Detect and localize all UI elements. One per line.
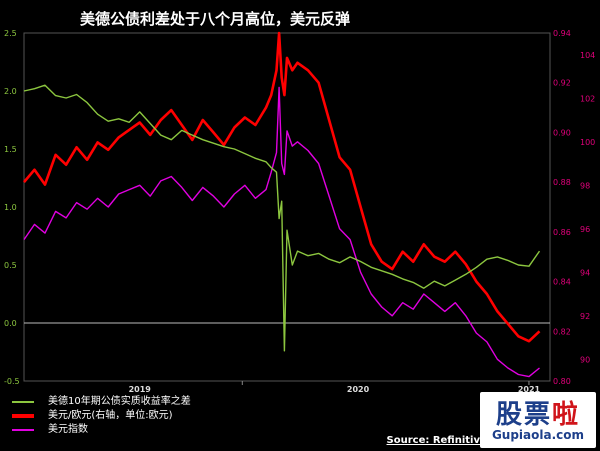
x-axis-ticks: 2019 2020 2021 [129, 385, 541, 394]
chart-title: 美德公债利差处于八个月高位，美元反弹 [79, 10, 350, 28]
right-tick-label-dollar-index: 94 [580, 268, 590, 277]
left-tick-label: 0.5 [4, 261, 17, 270]
right-tick-label-dollar-index: 104 [580, 51, 595, 60]
x-tick-label: 2019 [129, 385, 152, 394]
right-tick-label-dollar-index: 100 [580, 138, 595, 147]
right-tick-label-dollar-index: 96 [580, 225, 590, 234]
right-tick-label-dollar-index: 90 [580, 355, 590, 364]
plot-frame [23, 32, 551, 385]
source-link[interactable]: Source: Refinitiv [386, 435, 480, 446]
legend-label: 美元/欧元(右轴，单位:欧元) [48, 410, 173, 421]
right-tick-label-usd-eur: 0.88 [553, 178, 571, 187]
legend-swatch-green [12, 401, 34, 403]
series-line-usd-eur [23, 31, 541, 343]
right-axis-ticks-usd-eur: 0.94 0.92 0.90 0.88 0.86 0.84 0.82 0.80 [553, 29, 571, 386]
right-tick-label-dollar-index: 102 [580, 94, 595, 103]
right-tick-label-usd-eur: 0.92 [553, 79, 571, 88]
x-tick-label: 2020 [347, 385, 370, 394]
right-tick-label-dollar-index: 92 [580, 312, 590, 321]
series-layer [23, 31, 541, 378]
right-tick-label-usd-eur: 0.94 [553, 29, 571, 38]
left-axis-ticks: 2.5 2.0 1.5 1.0 0.5 0.0 -0.5 [4, 29, 20, 386]
legend-swatch-red [12, 414, 34, 418]
watermark-en: Gupiaola.com [491, 428, 585, 442]
legend-label: 美德10年期公债实质收益率之差 [48, 396, 191, 407]
watermark-cn: 股票啦 [495, 400, 581, 430]
legend-swatch-magenta [12, 429, 34, 431]
right-tick-label-dollar-index: 98 [580, 181, 590, 190]
right-axis-ticks-dollar-index: 104 102 100 98 96 94 92 90 [580, 51, 595, 365]
left-tick-label: 2.5 [4, 29, 17, 38]
left-tick-label: 1.0 [4, 203, 17, 212]
plot-border [23, 32, 551, 382]
x-tick-label: 2021 [518, 385, 541, 394]
left-tick-label: 0.0 [4, 319, 17, 328]
left-tick-label: 1.5 [4, 145, 17, 154]
right-tick-label-usd-eur: 0.84 [553, 278, 571, 287]
right-tick-label-usd-eur: 0.82 [553, 327, 571, 336]
legend-label: 美元指数 [48, 424, 88, 435]
right-tick-label-usd-eur: 0.86 [553, 228, 571, 237]
series-line-real-yield-spread [23, 84, 541, 352]
left-tick-label: -0.5 [4, 377, 20, 386]
right-tick-label-usd-eur: 0.80 [553, 377, 571, 386]
watermark-logo: 股票啦 Gupiaola.com [480, 392, 596, 448]
right-tick-label-usd-eur: 0.90 [553, 128, 571, 137]
series-line-dollar-index [23, 86, 540, 378]
left-tick-label: 2.0 [4, 87, 17, 96]
